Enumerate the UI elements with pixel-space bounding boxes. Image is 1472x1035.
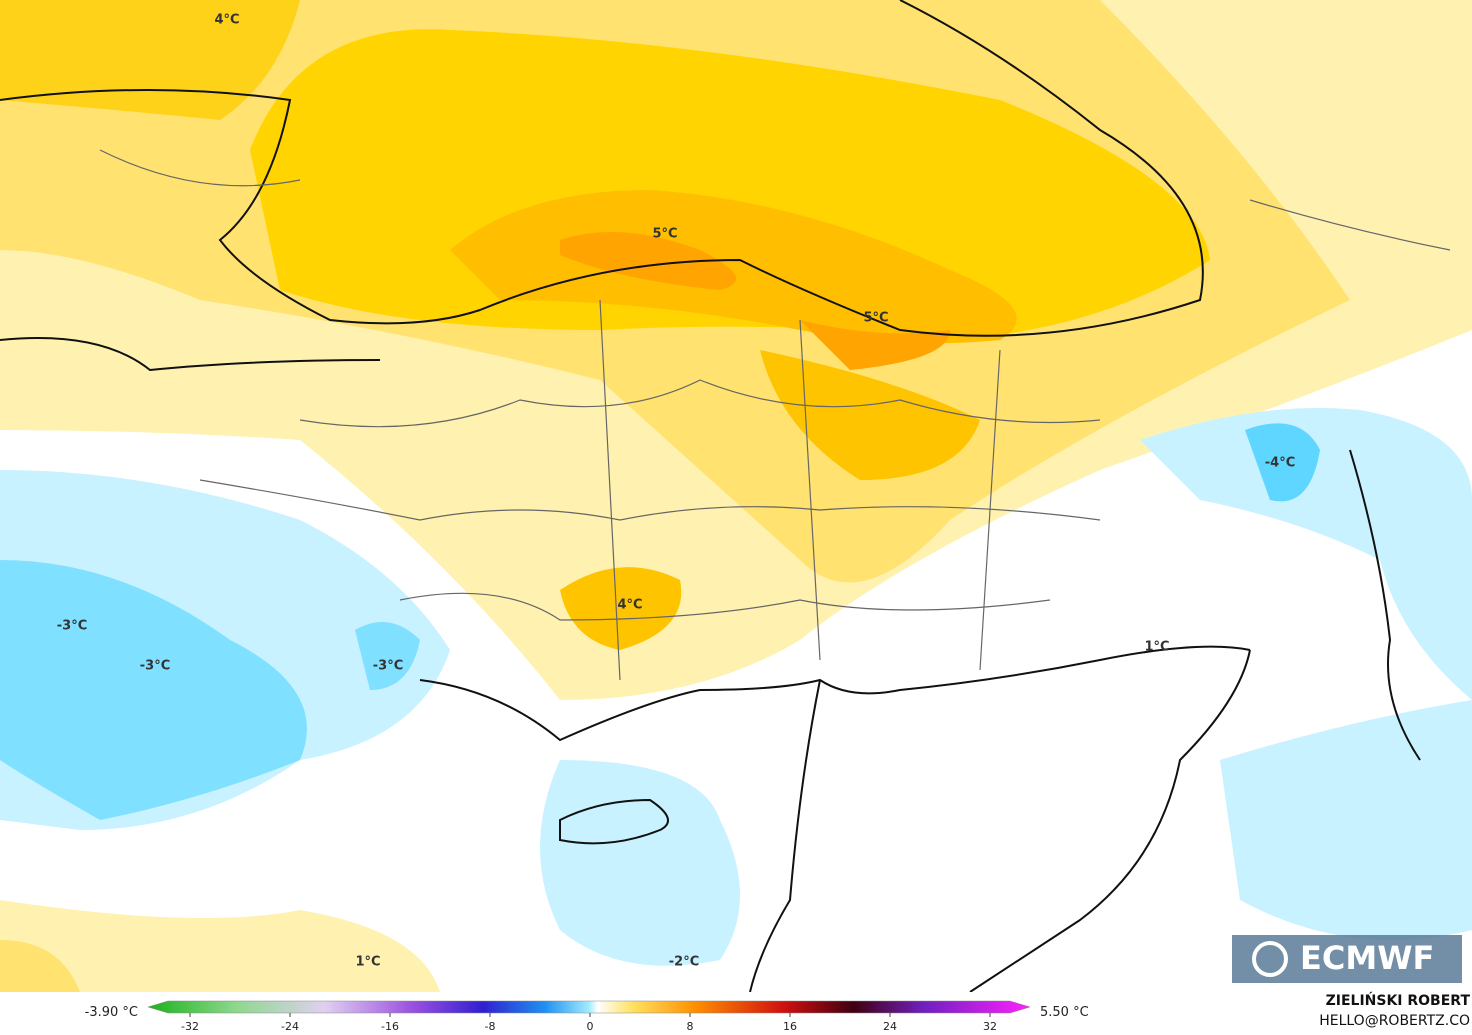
temperature-label: 5°C [652,227,677,242]
colorbar-tick-label: -16 [381,1020,399,1033]
email: HELLO@ROBERTZ.CO [1319,1013,1470,1029]
temperature-label: -3°C [373,659,403,674]
temperature-label: -3°C [140,659,170,674]
temperature-label: 5°C [863,311,888,326]
colorbar [147,1000,1031,1014]
colorbar-tick-label: -32 [181,1020,199,1033]
temperature-label: 4°C [214,13,239,28]
legend-background [0,992,1472,1035]
temperature-label: 1°C [1144,640,1169,655]
borders [0,0,1421,993]
colorbar-tick-label: 8 [687,1020,694,1033]
author: ZIELIŃSKI ROBERT [1326,991,1471,1009]
temperature-label: 4°C [617,598,642,613]
colorbar-tick-label: -24 [281,1020,299,1033]
map-labels: 4°C 5°C 5°C -4°C 4°C -3°C -3°C -3°C 1°C 1°C -2°C [57,13,1295,970]
legend-max: 5.50 °C [1040,1005,1089,1020]
colorbar-tick-label: 0 [587,1020,594,1033]
temperature-label: -3°C [57,619,87,634]
temperature-label: -2°C [669,955,699,970]
logo-text: ECMWF [1300,939,1434,977]
legend-min: -3.90 °C [85,1005,138,1020]
colorbar-tick-label: 32 [983,1020,997,1033]
map-field [0,0,1472,992]
temperature-label: -4°C [1265,456,1295,471]
colorbar-tick-label: 24 [883,1020,897,1033]
colorbar-tick-label: 16 [783,1020,797,1033]
logo-box: ECMWF [1232,935,1462,983]
colorbar-tick-label: -8 [485,1020,496,1033]
colorbar-ticks: -32 -24 -16 -8 0 8 16 24 32 [181,1013,997,1033]
regions [99,149,1451,681]
temperature-label: 1°C [355,955,380,970]
